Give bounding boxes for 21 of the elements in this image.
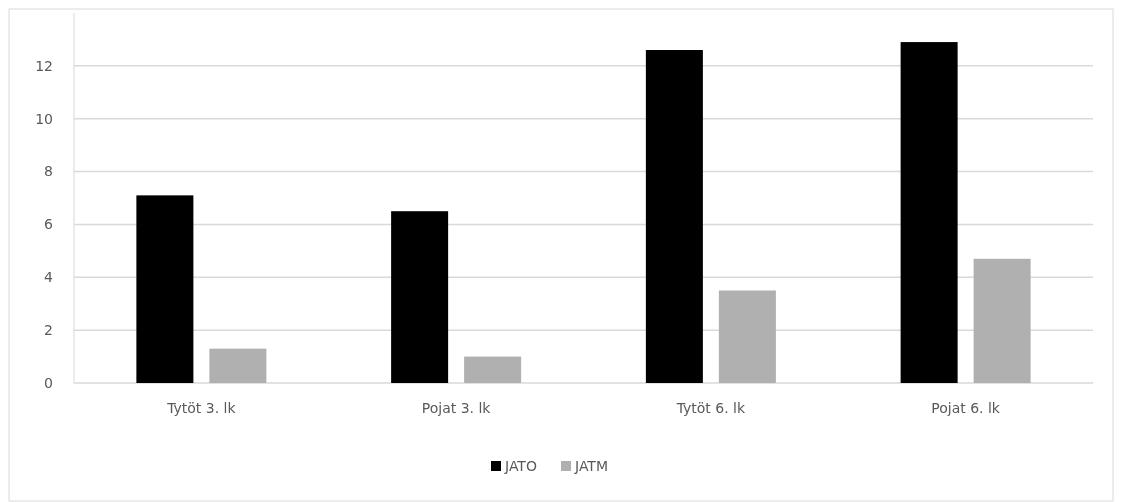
y-tick-label: 4 bbox=[44, 269, 54, 286]
bar bbox=[900, 42, 958, 383]
x-tick-label: Pojat 6. lk bbox=[931, 400, 1001, 416]
bar bbox=[973, 258, 1031, 383]
bar bbox=[391, 211, 449, 383]
x-tick-label: Tytöt 6. lk bbox=[675, 400, 746, 416]
legend-label: JATO bbox=[504, 457, 537, 474]
y-tick-label: 6 bbox=[44, 216, 54, 233]
x-tick-label: Tytöt 3. lk bbox=[166, 400, 237, 416]
y-tick-label: 10 bbox=[35, 110, 53, 127]
bar bbox=[136, 195, 194, 383]
x-tick-label: Pojat 3. lk bbox=[421, 400, 492, 416]
y-tick-label: 2 bbox=[44, 322, 53, 339]
bar bbox=[209, 348, 267, 383]
y-tick-label: 8 bbox=[44, 163, 53, 180]
bar bbox=[645, 50, 703, 383]
y-tick-label: 0 bbox=[44, 374, 53, 391]
bar bbox=[718, 290, 776, 383]
y-tick-label: 12 bbox=[35, 57, 53, 74]
legend-label: JATM bbox=[574, 457, 609, 474]
bar bbox=[464, 356, 522, 383]
